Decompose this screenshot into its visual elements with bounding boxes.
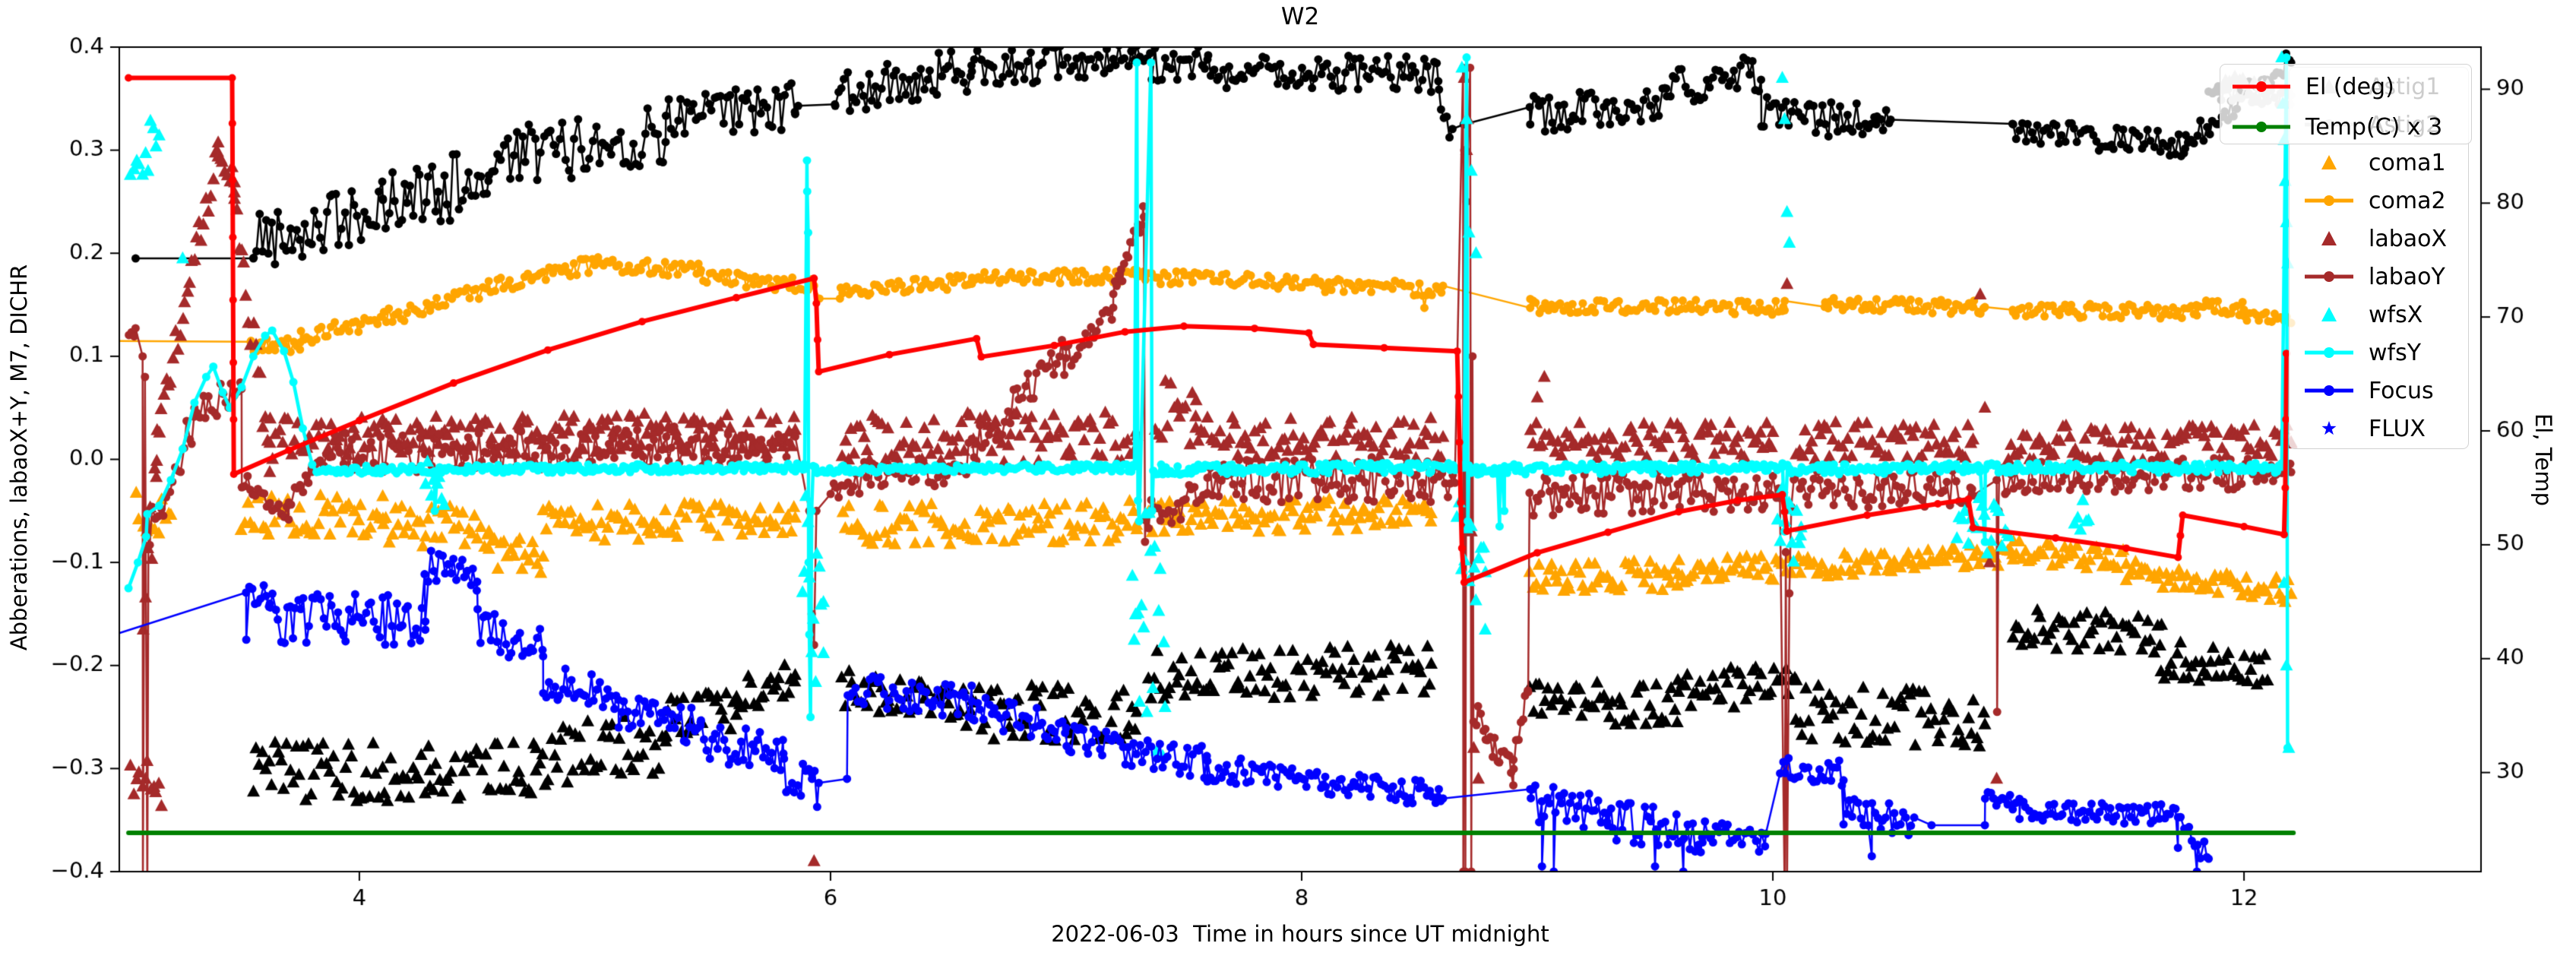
right-y-axis-label: El, Temp <box>2530 413 2556 507</box>
legend-item-el-deg-: El (deg) <box>2220 68 2471 105</box>
legend-item-temp-c-x-3: Temp(C) x 3 <box>2220 109 2471 145</box>
legend-marker-line-dot <box>2305 271 2353 282</box>
legend-marker-line-dot <box>2233 122 2290 132</box>
left-y-axis-label: Abberations, labaoX+Y, M7, DICHR <box>6 264 32 651</box>
legend-marker-line-dot <box>2233 81 2290 92</box>
legend-label: El (deg) <box>2305 73 2394 100</box>
legend-marker-triangle <box>2321 155 2337 169</box>
legend-item-labaox: labaoX <box>2290 220 2468 258</box>
legend-item-coma2: coma2 <box>2290 182 2468 220</box>
legend-marker-triangle <box>2321 307 2337 321</box>
legend-marker-line-dot <box>2305 347 2353 358</box>
legend-marker-triangle <box>2321 231 2337 245</box>
legend-item-labaoy: labaoY <box>2290 258 2468 296</box>
legend-label: Temp(C) x 3 <box>2305 113 2443 141</box>
legend-label: labaoX <box>2369 225 2448 252</box>
legend-item-wfsy: wfsY <box>2290 334 2468 372</box>
legend-el-temp: El (deg) Temp(C) x 3 <box>2220 64 2472 144</box>
legend-item-wfsx: wfsX <box>2290 296 2468 334</box>
legend-label: wfsX <box>2369 301 2423 328</box>
legend-label: FLUX <box>2369 415 2426 442</box>
legend-item-focus: Focus <box>2290 372 2468 410</box>
legend-label: Focus <box>2369 377 2434 404</box>
legend-marker-line-dot <box>2305 195 2353 206</box>
legend-item-flux: FLUX <box>2290 410 2468 448</box>
legend-marker-star <box>2321 421 2337 435</box>
legend-item-coma1: coma1 <box>2290 144 2468 182</box>
legend-label: labaoY <box>2369 263 2445 290</box>
legend-label: coma2 <box>2369 187 2446 214</box>
chart-title: W2 <box>1280 3 1320 30</box>
legend-marker-line-dot <box>2305 385 2353 396</box>
legend-label: coma1 <box>2369 149 2446 176</box>
legend-label: wfsY <box>2369 339 2422 366</box>
x-axis-label: 2022-06-03 Time in hours since UT midnig… <box>1051 921 1549 947</box>
